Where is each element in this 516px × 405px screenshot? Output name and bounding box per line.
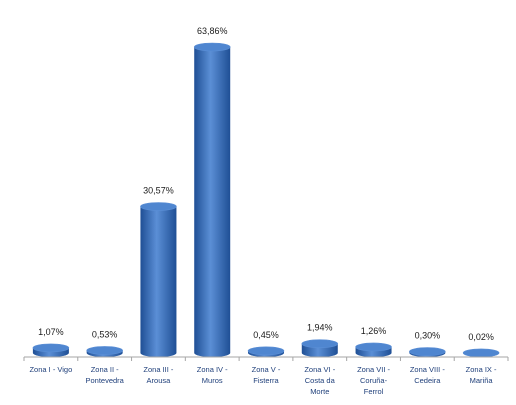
- data-label: 1,07%: [38, 327, 64, 337]
- data-label: 0,02%: [468, 332, 494, 342]
- bar-top: [32, 343, 70, 353]
- bar: [355, 342, 392, 357]
- x-tick-label: Zona III -Arousa: [143, 365, 174, 385]
- x-tick-label: Zona IV -Muros: [197, 365, 228, 385]
- bar-top: [409, 347, 446, 356]
- x-tick-label: Zona II -Pontevedra: [85, 365, 124, 385]
- bar-top: [86, 346, 123, 355]
- bar-top: [193, 42, 231, 52]
- data-label: 1,94%: [307, 323, 333, 333]
- data-label: 0,53%: [92, 329, 118, 339]
- bar-top: [140, 202, 177, 211]
- data-label: 0,45%: [253, 330, 279, 340]
- bars-layer: [32, 42, 500, 358]
- bar-top: [247, 346, 285, 356]
- bar: [247, 346, 285, 357]
- data-label: 30,57%: [143, 186, 174, 196]
- bar: [193, 42, 231, 357]
- x-tick-label: Zona V -Fisterra: [252, 365, 281, 385]
- data-label: 1,26%: [361, 326, 387, 336]
- tick-marks-layer: [23, 357, 509, 361]
- bar: [301, 339, 339, 357]
- bar: [32, 343, 70, 357]
- x-tick-label: Zona I - Vigo: [29, 365, 72, 374]
- data-labels-layer: 1,07% 0,53% 30,57% 63,86% 0,45% 1,94% 1,26% 0,3…: [38, 26, 494, 342]
- x-tick-labels-layer: Zona I - Vigo Zona II -Pontevedra Zona III…: [29, 365, 497, 396]
- bar-body: [194, 47, 231, 357]
- bar: [86, 346, 123, 357]
- bar: [140, 202, 177, 357]
- bar-top: [301, 339, 339, 349]
- bar-body: [140, 206, 177, 357]
- data-label: 0,30%: [415, 331, 441, 341]
- x-tick-label: Zona VI -Costa da Morte: [304, 365, 335, 396]
- bar-top: [355, 342, 392, 352]
- bar: [409, 347, 446, 357]
- x-tick-label: Zona VIII -Cedeira: [410, 365, 446, 385]
- data-label: 63,86%: [197, 26, 228, 36]
- bar: [462, 348, 500, 358]
- x-tick-label: Zona VII -Coruña-Ferrol: [357, 365, 390, 396]
- bar-top: [462, 348, 500, 358]
- x-tick-label: Zona IX -Mariña: [466, 365, 497, 385]
